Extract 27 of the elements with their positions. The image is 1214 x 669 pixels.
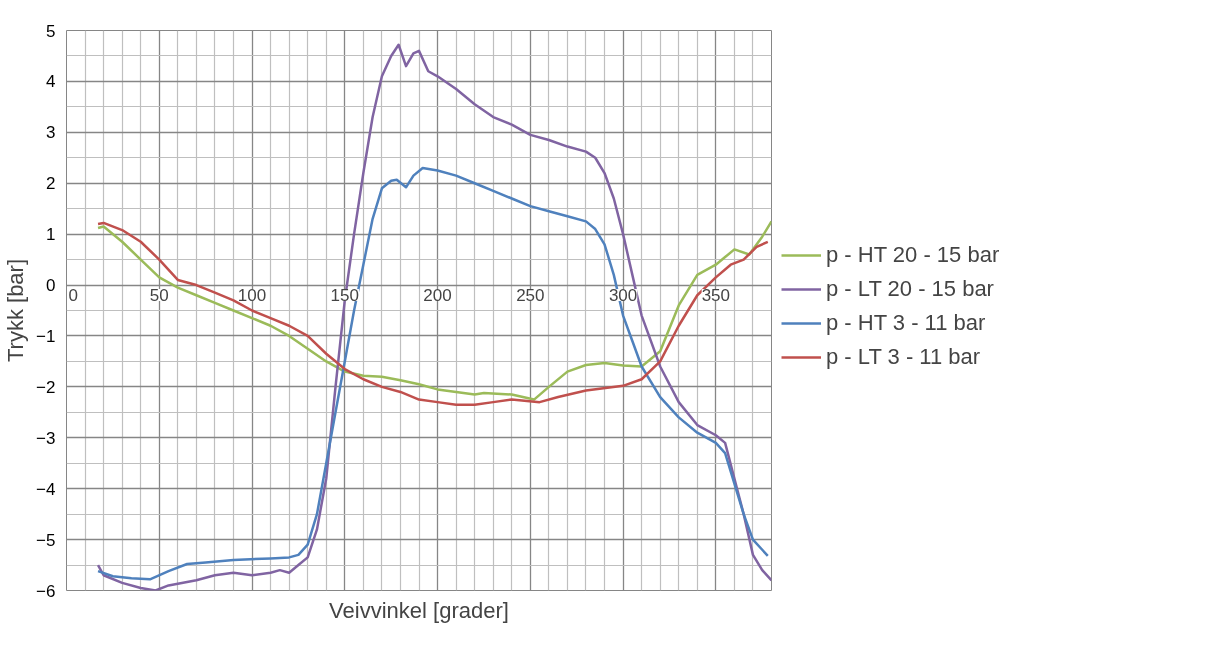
y-tick-label: 1 xyxy=(46,225,56,245)
y-tick-label: −1 xyxy=(36,326,56,346)
x-tick-label: 100 xyxy=(237,286,267,306)
y-tick-label: −5 xyxy=(36,530,56,550)
x-tick-label: 300 xyxy=(608,286,638,306)
line-series xyxy=(96,43,772,591)
legend-label: p - HT 20 - 15 bar xyxy=(826,242,1000,268)
y-tick-label: 4 xyxy=(46,72,56,92)
line-series xyxy=(96,166,770,581)
x-tick-label: 350 xyxy=(701,286,731,306)
x-tick-label: 150 xyxy=(330,286,359,306)
y-tick-label: −4 xyxy=(36,479,56,499)
y-tick-label: 2 xyxy=(46,174,56,194)
x-tick-label: 50 xyxy=(149,286,169,306)
x-axis-title: Veivvinkel [grader] xyxy=(329,597,509,623)
y-tick-label: −3 xyxy=(36,428,56,448)
legend-label: p - HT 3 - 11 bar xyxy=(826,310,986,336)
x-tick-label: 200 xyxy=(423,286,452,306)
legend-label: p - LT 20 - 15 bar xyxy=(826,276,994,302)
y-tick-label: −2 xyxy=(36,377,56,397)
x-tick-label: 250 xyxy=(516,286,545,306)
x-tick-label: 0 xyxy=(68,286,78,306)
y-tick-label: 3 xyxy=(46,123,56,143)
y-tick-label: 5 xyxy=(46,21,56,41)
y-tick-label: −6 xyxy=(36,581,56,601)
legend-label: p - LT 3 - 11 bar xyxy=(826,344,981,370)
y-axis-title: Trykk [bar] xyxy=(3,258,29,363)
